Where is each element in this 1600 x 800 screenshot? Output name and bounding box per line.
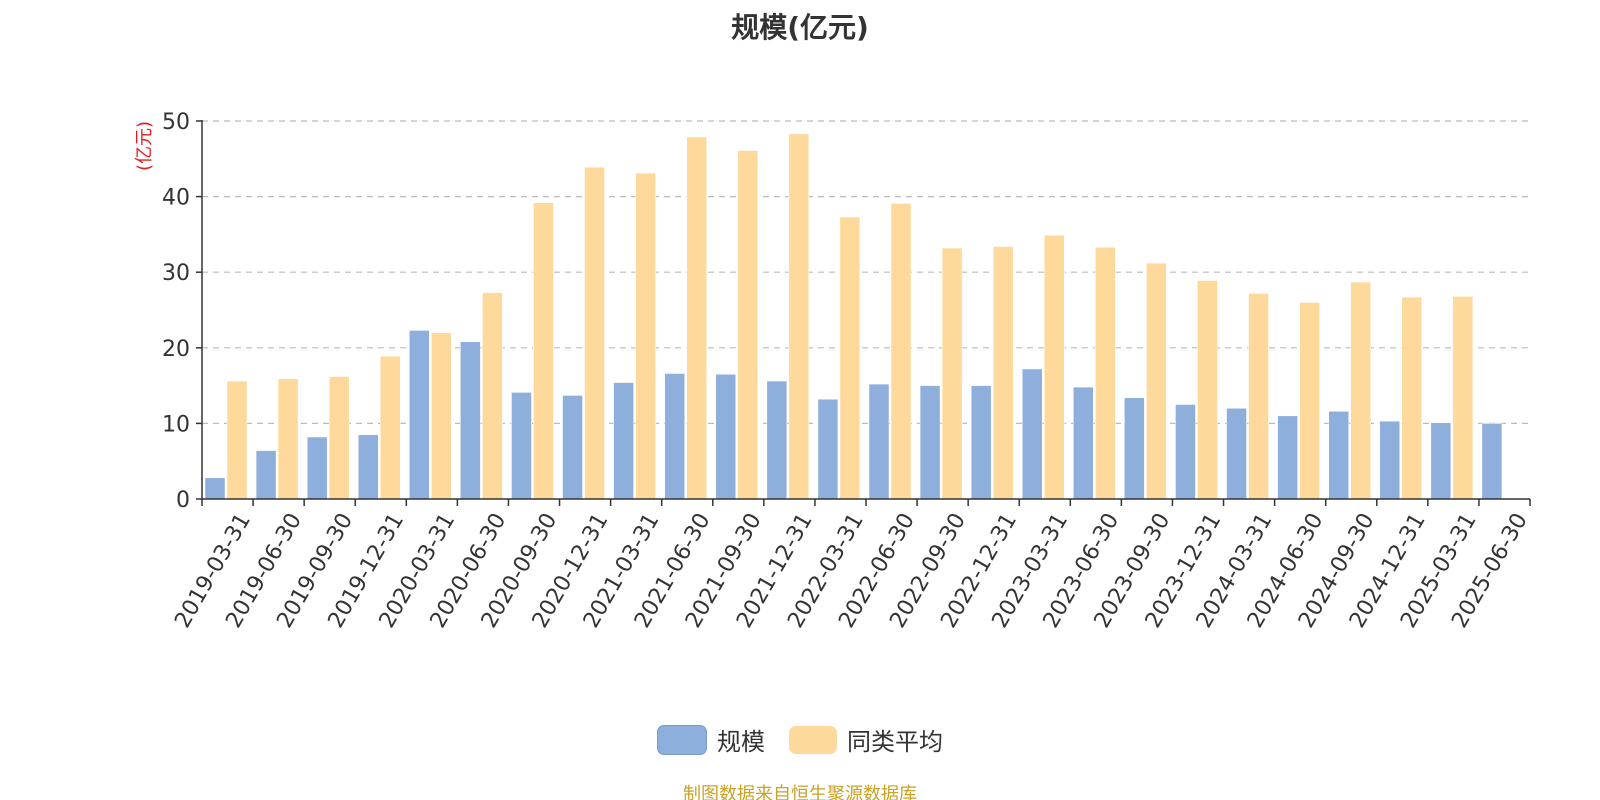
bar-scale[interactable] — [1175, 404, 1196, 500]
bar-scale[interactable] — [1021, 368, 1043, 500]
y-tick-label: 10 — [162, 412, 190, 437]
bar-avg[interactable] — [1248, 293, 1269, 500]
bar-avg[interactable] — [1043, 234, 1065, 500]
bar-avg[interactable] — [277, 378, 299, 500]
source-note: 制图数据来自恒生聚源数据库 — [683, 784, 917, 800]
bar-avg[interactable] — [328, 376, 350, 500]
bar-avg[interactable] — [1452, 296, 1474, 500]
bar-scale[interactable] — [1073, 386, 1094, 500]
bar-avg[interactable] — [839, 216, 861, 500]
bar-avg[interactable] — [482, 292, 503, 500]
bar-scale[interactable] — [970, 385, 992, 500]
bar-avg[interactable] — [686, 136, 707, 500]
bar-avg[interactable] — [941, 247, 963, 500]
bar-avg[interactable] — [788, 133, 810, 500]
grid-lines — [202, 120, 1530, 424]
bar-avg[interactable] — [584, 166, 605, 500]
bar-avg[interactable] — [1299, 302, 1320, 500]
bar-avg[interactable] — [226, 380, 248, 500]
bar-scale[interactable] — [409, 330, 430, 500]
legend-swatch-avg — [789, 725, 837, 754]
bar-scale[interactable] — [817, 398, 839, 500]
bar-avg[interactable] — [890, 203, 912, 500]
legend-label-scale: 规模 — [717, 728, 765, 756]
legend-item-avg[interactable]: 同类平均 — [789, 722, 943, 757]
bar-avg[interactable] — [1095, 247, 1116, 500]
bar-scale[interactable] — [1226, 408, 1247, 500]
bar-scale[interactable] — [664, 373, 685, 500]
bar-scale[interactable] — [1430, 422, 1452, 500]
legend-item-scale[interactable]: 规模 — [657, 722, 765, 757]
bar-scale[interactable] — [306, 436, 328, 500]
bar-scale[interactable] — [715, 374, 737, 500]
legend: 规模 同类平均 — [0, 722, 1600, 757]
bar-avg[interactable] — [1350, 281, 1371, 500]
bar-avg[interactable] — [1401, 296, 1423, 500]
y-tick-label: 20 — [162, 337, 190, 362]
bar-marks — [204, 133, 1503, 500]
bar-avg[interactable] — [635, 172, 656, 500]
bar-scale[interactable] — [460, 341, 481, 500]
bar-scale[interactable] — [204, 477, 226, 500]
bar-scale[interactable] — [511, 392, 532, 500]
bar-avg[interactable] — [1146, 262, 1167, 500]
bar-avg[interactable] — [431, 332, 452, 500]
bar-avg[interactable] — [533, 202, 554, 500]
bar-scale[interactable] — [1124, 397, 1145, 500]
bar-avg[interactable] — [992, 246, 1014, 500]
bar-scale[interactable] — [1481, 423, 1503, 500]
y-tick-label: 30 — [162, 261, 190, 286]
bar-scale[interactable] — [919, 385, 941, 500]
bar-scale[interactable] — [1328, 411, 1349, 500]
y-tick-label: 40 — [162, 186, 190, 211]
bar-scale[interactable] — [613, 382, 634, 500]
chart-title: 规模(亿元) — [731, 11, 869, 44]
legend-swatch-scale — [657, 724, 707, 755]
bar-scale[interactable] — [255, 450, 277, 500]
bar-scale[interactable] — [1277, 415, 1298, 500]
bar-scale[interactable] — [562, 395, 583, 500]
bar-scale[interactable] — [766, 380, 788, 500]
y-tick-label: 50 — [162, 110, 190, 135]
bar-scale[interactable] — [868, 383, 890, 500]
bar-scale[interactable] — [1379, 420, 1401, 500]
bar-avg[interactable] — [379, 355, 401, 500]
bar-avg[interactable] — [737, 150, 759, 500]
y-axis-label: (亿元) — [134, 121, 155, 171]
bar-scale[interactable] — [357, 434, 379, 500]
bar-avg[interactable] — [1197, 280, 1218, 500]
legend-label-avg: 同类平均 — [847, 728, 943, 756]
y-tick-label: 0 — [176, 488, 190, 513]
